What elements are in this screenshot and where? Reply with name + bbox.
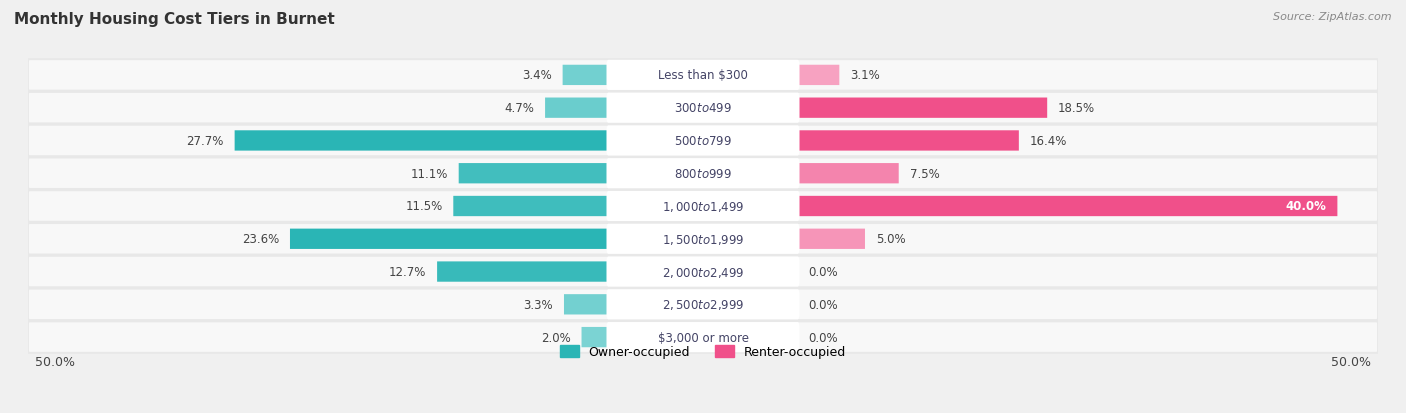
Text: 11.1%: 11.1% [411, 167, 449, 180]
Text: 50.0%: 50.0% [35, 355, 75, 368]
FancyBboxPatch shape [606, 290, 800, 320]
FancyBboxPatch shape [30, 257, 1376, 287]
Text: 11.5%: 11.5% [405, 200, 443, 213]
FancyBboxPatch shape [564, 294, 609, 315]
Text: $1,500 to $1,999: $1,500 to $1,999 [662, 232, 744, 246]
Text: 0.0%: 0.0% [808, 298, 838, 311]
Text: 7.5%: 7.5% [910, 167, 939, 180]
FancyBboxPatch shape [21, 124, 1385, 158]
FancyBboxPatch shape [21, 223, 1385, 256]
Text: $800 to $999: $800 to $999 [673, 167, 733, 180]
Text: Less than $300: Less than $300 [658, 69, 748, 82]
FancyBboxPatch shape [797, 196, 1337, 217]
FancyBboxPatch shape [21, 255, 1385, 289]
FancyBboxPatch shape [21, 59, 1385, 93]
Text: $2,000 to $2,499: $2,000 to $2,499 [662, 265, 744, 279]
Legend: Owner-occupied, Renter-occupied: Owner-occupied, Renter-occupied [555, 341, 851, 363]
FancyBboxPatch shape [21, 92, 1385, 125]
FancyBboxPatch shape [546, 98, 609, 119]
FancyBboxPatch shape [606, 61, 800, 91]
Text: 3.1%: 3.1% [851, 69, 880, 82]
FancyBboxPatch shape [30, 323, 1376, 352]
FancyBboxPatch shape [21, 157, 1385, 190]
Text: $3,000 or more: $3,000 or more [658, 331, 748, 344]
FancyBboxPatch shape [453, 196, 609, 217]
FancyBboxPatch shape [458, 164, 609, 184]
Text: 23.6%: 23.6% [242, 233, 280, 246]
Text: 27.7%: 27.7% [187, 135, 224, 147]
FancyBboxPatch shape [30, 94, 1376, 123]
Text: 3.4%: 3.4% [522, 69, 551, 82]
FancyBboxPatch shape [606, 126, 800, 156]
Text: Source: ZipAtlas.com: Source: ZipAtlas.com [1274, 12, 1392, 22]
Text: 2.0%: 2.0% [541, 331, 571, 344]
FancyBboxPatch shape [21, 190, 1385, 223]
Text: 3.3%: 3.3% [523, 298, 553, 311]
Text: 40.0%: 40.0% [1285, 200, 1327, 213]
FancyBboxPatch shape [606, 159, 800, 189]
Text: 0.0%: 0.0% [808, 331, 838, 344]
FancyBboxPatch shape [21, 288, 1385, 321]
FancyBboxPatch shape [30, 290, 1376, 319]
FancyBboxPatch shape [30, 225, 1376, 254]
FancyBboxPatch shape [797, 164, 898, 184]
FancyBboxPatch shape [562, 66, 609, 86]
FancyBboxPatch shape [582, 327, 609, 347]
FancyBboxPatch shape [797, 131, 1019, 151]
Text: 18.5%: 18.5% [1057, 102, 1095, 115]
Text: 50.0%: 50.0% [1331, 355, 1371, 368]
FancyBboxPatch shape [437, 262, 609, 282]
FancyBboxPatch shape [606, 224, 800, 254]
FancyBboxPatch shape [235, 131, 609, 151]
Text: 5.0%: 5.0% [876, 233, 905, 246]
FancyBboxPatch shape [606, 93, 800, 123]
FancyBboxPatch shape [30, 61, 1376, 90]
FancyBboxPatch shape [797, 66, 839, 86]
FancyBboxPatch shape [290, 229, 609, 249]
Text: $2,500 to $2,999: $2,500 to $2,999 [662, 298, 744, 311]
FancyBboxPatch shape [606, 257, 800, 287]
FancyBboxPatch shape [606, 192, 800, 221]
Text: $500 to $799: $500 to $799 [673, 135, 733, 147]
FancyBboxPatch shape [797, 98, 1047, 119]
Text: Monthly Housing Cost Tiers in Burnet: Monthly Housing Cost Tiers in Burnet [14, 12, 335, 27]
Text: 4.7%: 4.7% [505, 102, 534, 115]
FancyBboxPatch shape [797, 229, 865, 249]
FancyBboxPatch shape [21, 320, 1385, 354]
FancyBboxPatch shape [606, 322, 800, 352]
FancyBboxPatch shape [30, 159, 1376, 188]
Text: 12.7%: 12.7% [389, 266, 426, 278]
Text: $300 to $499: $300 to $499 [673, 102, 733, 115]
FancyBboxPatch shape [30, 192, 1376, 221]
Text: $1,000 to $1,499: $1,000 to $1,499 [662, 199, 744, 214]
Text: 0.0%: 0.0% [808, 266, 838, 278]
FancyBboxPatch shape [30, 126, 1376, 156]
Text: 16.4%: 16.4% [1029, 135, 1067, 147]
